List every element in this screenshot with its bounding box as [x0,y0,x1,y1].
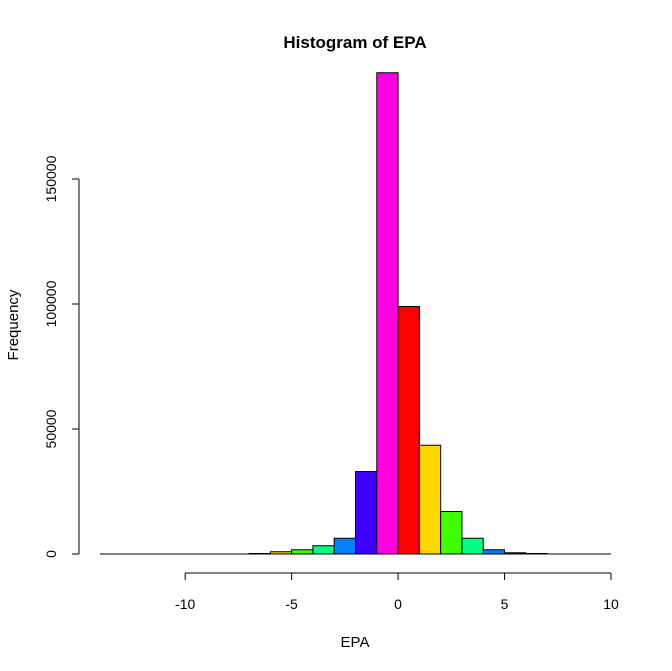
histogram-bar [440,511,463,555]
histogram-bar [312,545,335,555]
x-tick-label: -5 [285,596,298,612]
x-axis: -10 -5 0 5 10 [175,572,619,612]
histogram-bar [461,537,484,555]
histogram-bar [376,72,399,555]
chart-title: Histogram of EPA [283,33,426,52]
y-tick-label: 100000 [43,280,59,327]
x-tick-label: 5 [501,596,509,612]
x-axis-label: EPA [341,634,370,651]
y-axis-label: Frequency [5,289,22,360]
histogram-bar [333,537,357,555]
x-tick-label: -10 [175,596,195,612]
y-tick-label: 50000 [43,409,59,448]
histogram-bar [482,549,506,555]
x-tick-label: 0 [394,596,402,612]
y-axis: 0 50000 100000 150000 [43,155,80,558]
y-tick-label: 150000 [43,155,59,202]
histogram-bar [397,306,420,555]
histogram-bar [355,471,378,555]
y-tick-label: 0 [43,550,59,558]
histogram-bar [418,444,442,555]
bars-group [100,72,611,555]
x-tick-label: 10 [603,596,619,612]
histogram-bar [291,549,314,555]
